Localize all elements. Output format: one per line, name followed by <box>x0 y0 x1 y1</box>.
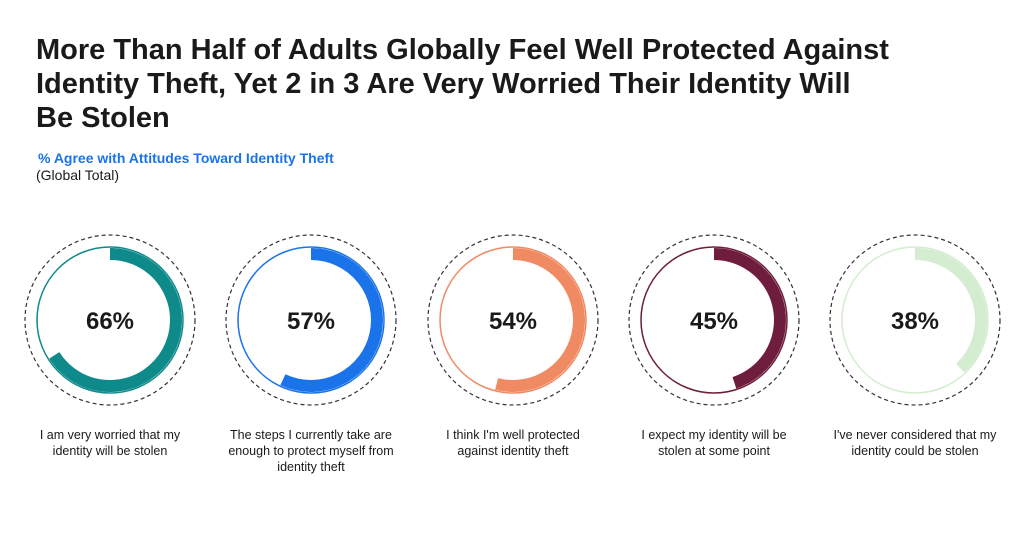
donut-value-arc <box>914 248 987 373</box>
donut-outer-dashed-ring <box>427 234 599 406</box>
donut-category-label: I think I'm well protected against ident… <box>446 428 580 458</box>
donut-value-arc <box>280 248 383 392</box>
donut-value-label: 54% <box>489 308 537 335</box>
donut-category-label: I expect my identity will be stolen at s… <box>641 428 787 458</box>
chart-note: (Global Total) <box>36 167 120 183</box>
donut-track-ring <box>439 246 587 394</box>
donut-track-ring <box>640 246 788 394</box>
donut-value-label: 38% <box>891 308 939 335</box>
donut-value-label: 66% <box>86 308 134 335</box>
donut-2: 57% <box>225 234 397 406</box>
donut-value-arc <box>495 248 585 392</box>
chart-title: More Than Half of Adults Globally Feel W… <box>36 34 889 134</box>
donut-outer-dashed-ring <box>829 234 1001 406</box>
donut-outer-dashed-ring <box>225 234 397 406</box>
donut-category-label: The steps I currently take are enough to… <box>228 428 394 474</box>
donut-value-arc <box>49 248 182 392</box>
donut-4: 45% <box>628 234 800 406</box>
donut-value-arc <box>713 248 786 389</box>
donut-outer-dashed-ring <box>628 234 800 406</box>
donut-outer-dashed-ring <box>24 234 196 406</box>
donut-category-label: I've never considered that my identity c… <box>833 428 997 458</box>
donut-value-label: 45% <box>690 308 738 335</box>
donut-3: 54% <box>427 234 599 406</box>
donut-track-ring <box>36 246 184 394</box>
donut-1: 66% <box>24 234 196 406</box>
donut-5: 38% <box>829 234 1001 406</box>
donut-value-label: 57% <box>287 308 335 335</box>
chart-subtitle: % Agree with Attitudes Toward Identity T… <box>38 150 334 166</box>
donut-track-ring <box>841 246 989 394</box>
donut-category-label: I am very worried that my identity will … <box>39 428 181 458</box>
donut-track-ring <box>237 246 385 394</box>
